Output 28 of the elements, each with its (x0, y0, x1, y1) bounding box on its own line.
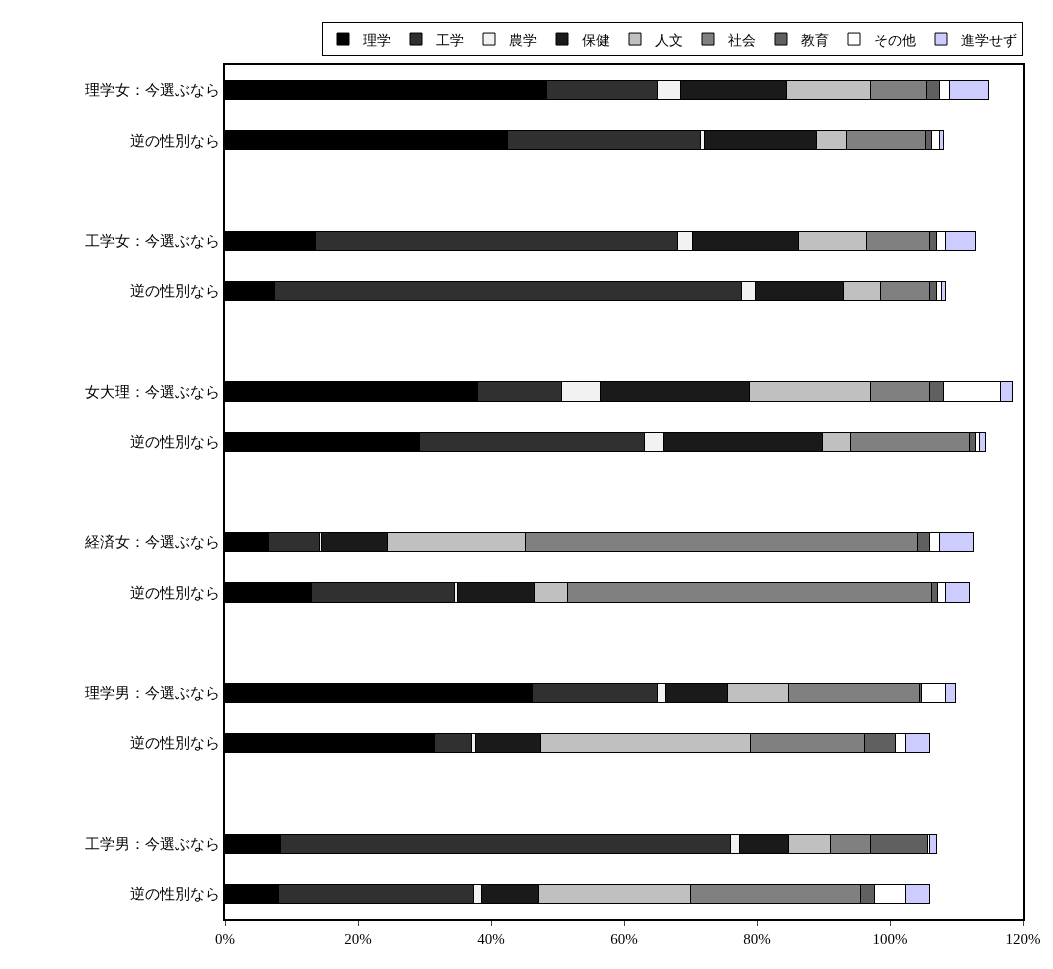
x-tick-label: 40% (477, 930, 505, 947)
y-tick-label: 逆の性別なら (130, 132, 221, 149)
y-tick-label: 理学男：今選ぶなら (85, 685, 221, 702)
legend-label: 理学 (363, 32, 391, 48)
legend-label: その他 (874, 32, 916, 48)
legend-label: 保健 (582, 32, 610, 48)
legend-label: 社会 (728, 32, 756, 48)
legend-label: 農学 (509, 32, 537, 48)
legend-label: 進学せず (961, 32, 1017, 48)
y-tick-label: 工学女：今選ぶなら (85, 233, 221, 250)
legend-label: 教育 (801, 31, 829, 48)
y-tick-label: 工学男：今選ぶなら (85, 835, 221, 852)
y-tick-label: 逆の性別なら (130, 283, 221, 300)
y-tick-label: 逆の性別なら (130, 434, 221, 451)
y-tick-label: 女大理：今選ぶなら (85, 383, 221, 400)
legend-label: 人文 (655, 32, 683, 48)
y-tick-label: 経済女：今選ぶなら (84, 534, 221, 551)
y-tick-label: 逆の性別なら (130, 886, 221, 903)
x-tick-label: 100% (872, 930, 908, 947)
x-tick-label: 0% (215, 930, 235, 947)
x-tick-label: 60% (610, 930, 638, 947)
x-tick-label: 20% (344, 930, 372, 947)
y-tick-label: 逆の性別なら (130, 584, 221, 601)
legend-label: 工学 (436, 32, 464, 48)
x-tick-label: 120% (1005, 930, 1041, 947)
y-tick-label: 逆の性別なら (130, 735, 221, 752)
y-tick-label: 理学女：今選ぶなら (85, 82, 221, 99)
x-tick-label: 80% (743, 930, 771, 947)
